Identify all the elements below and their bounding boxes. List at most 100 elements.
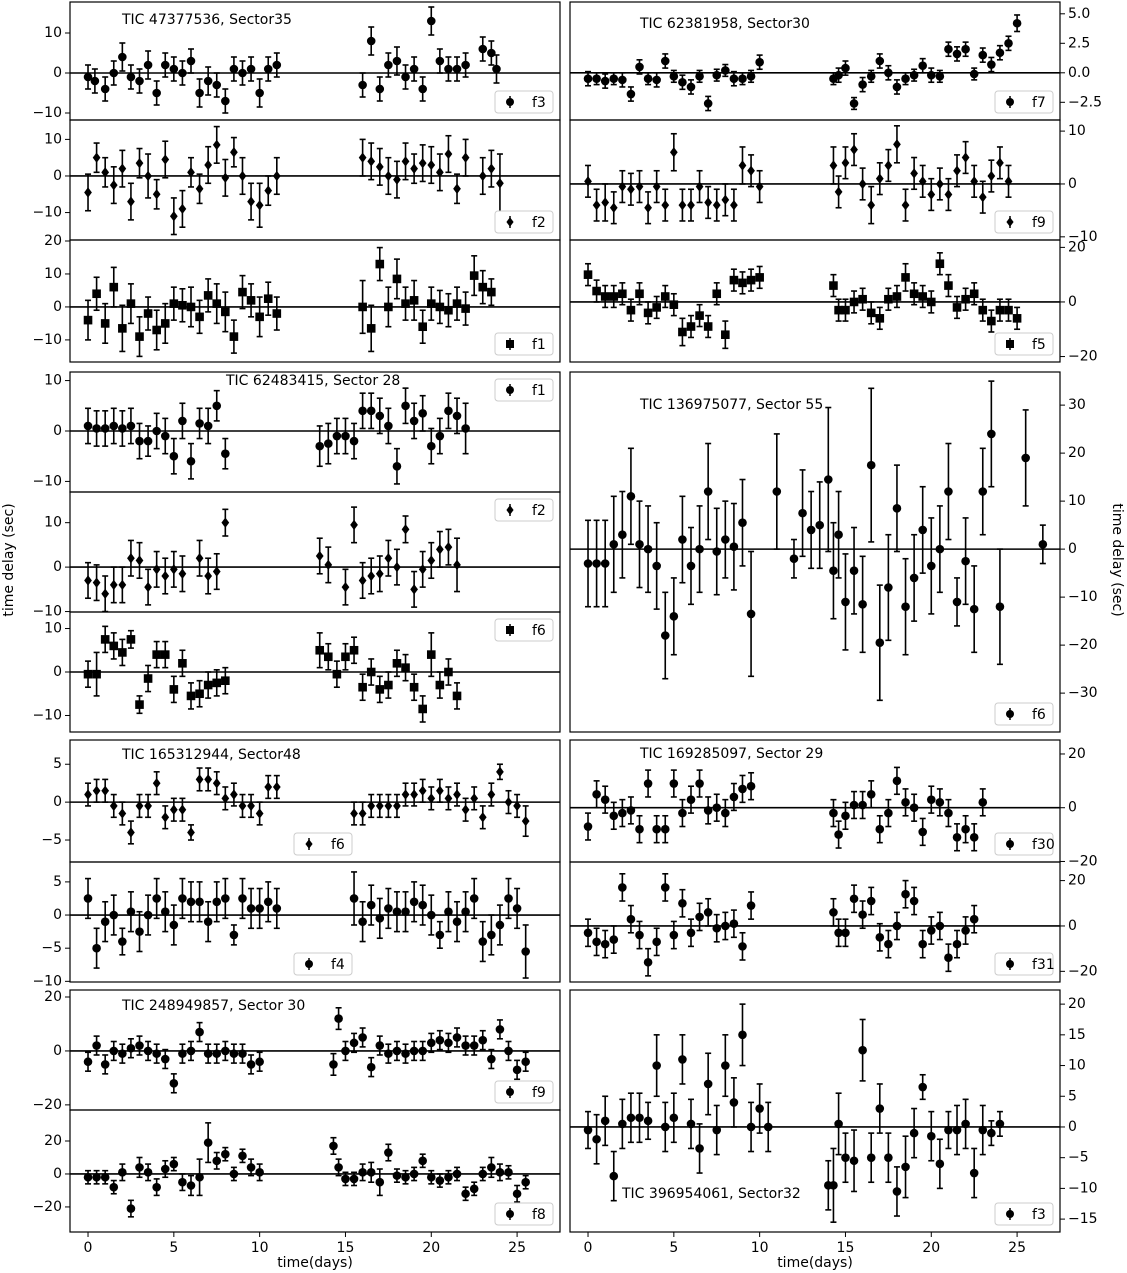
data-point [926, 70, 936, 80]
data-point [746, 275, 756, 285]
data-point [849, 894, 859, 904]
data-point [987, 60, 996, 69]
y-tick-label: −10 [1068, 589, 1098, 605]
data-point [367, 800, 376, 812]
legend-label: f9 [1032, 215, 1046, 231]
data-point [669, 930, 679, 940]
data-point [841, 157, 850, 168]
legend-label: f4 [331, 957, 345, 973]
data-point [746, 1122, 756, 1132]
x-tick-label: 15 [337, 1240, 355, 1256]
data-point [703, 322, 713, 331]
data-point [186, 691, 196, 701]
data-point [609, 935, 619, 944]
data-point [127, 827, 135, 838]
data-point [135, 332, 144, 341]
data-point [834, 928, 843, 938]
data-point [884, 583, 893, 592]
data-point [195, 88, 204, 98]
data-point [935, 259, 945, 269]
data-point [652, 1061, 661, 1070]
data-point [334, 1014, 343, 1023]
y-tick-label: 0 [1068, 800, 1077, 816]
data-point [203, 1049, 213, 1058]
data-point [367, 156, 376, 167]
y-axis-label: time delay (sec) [1, 503, 17, 616]
data-point [203, 76, 213, 86]
data-point [521, 1177, 530, 1187]
data-point [866, 789, 876, 799]
data-point [461, 60, 470, 70]
data-point [918, 525, 927, 535]
data-point [409, 1169, 419, 1179]
data-point [953, 165, 961, 176]
data-point [401, 72, 410, 82]
data-point [384, 60, 393, 70]
y-axis-label: time delay (sec) [1109, 503, 1125, 616]
data-point [329, 1141, 338, 1151]
data-point [255, 1168, 264, 1177]
data-point [118, 1049, 127, 1058]
data-point [487, 789, 496, 800]
data-point [84, 575, 92, 586]
data-point [401, 1049, 410, 1058]
data-point [144, 581, 152, 593]
data-point [686, 795, 696, 804]
y-tick-label: −10 [32, 105, 62, 121]
data-point [418, 409, 427, 418]
data-point [961, 1119, 970, 1129]
y-tick-label: 0 [53, 168, 62, 184]
data-point [609, 811, 619, 821]
data-point [635, 289, 644, 299]
data-point [858, 178, 867, 190]
data-point [392, 907, 402, 917]
panel-frame [69, 611, 561, 733]
data-point [686, 561, 696, 571]
data-point [829, 281, 838, 290]
data-point [135, 76, 144, 86]
data-point [978, 798, 988, 807]
data-point [221, 1046, 230, 1056]
data-point [834, 186, 843, 198]
data-point [435, 167, 444, 178]
data-point [160, 431, 170, 441]
y-tick-label: −20 [1068, 963, 1098, 979]
data-point [109, 910, 119, 920]
data-point [135, 555, 144, 566]
data-point [600, 939, 610, 949]
legend-label: f2 [532, 215, 546, 231]
data-point [892, 82, 902, 92]
data-point [669, 1113, 679, 1123]
data-point [738, 160, 747, 171]
data-point [478, 1169, 488, 1179]
data-point [495, 920, 505, 930]
data-point [126, 907, 136, 917]
data-point [255, 1057, 264, 1067]
data-point [272, 170, 281, 182]
data-point [969, 1168, 979, 1178]
data-point [341, 652, 350, 662]
data-point [178, 804, 187, 815]
data-point [118, 424, 127, 433]
data-point [978, 1125, 988, 1135]
data-point [169, 804, 178, 815]
data-point [238, 894, 247, 903]
data-point [609, 74, 619, 83]
data-point [798, 508, 807, 518]
data-point [600, 1116, 610, 1126]
data-point [341, 1174, 350, 1184]
data-point [221, 96, 230, 106]
data-point [169, 1159, 179, 1169]
data-point [935, 1159, 945, 1169]
data-point [841, 811, 850, 821]
data-point [221, 307, 230, 317]
data-point [995, 305, 1005, 315]
data-point [418, 1046, 427, 1056]
data-point [332, 669, 342, 679]
data-point [884, 1153, 893, 1162]
data-point [695, 779, 704, 788]
data-point [935, 72, 945, 81]
data-point [238, 1151, 247, 1161]
data-point [409, 64, 419, 74]
